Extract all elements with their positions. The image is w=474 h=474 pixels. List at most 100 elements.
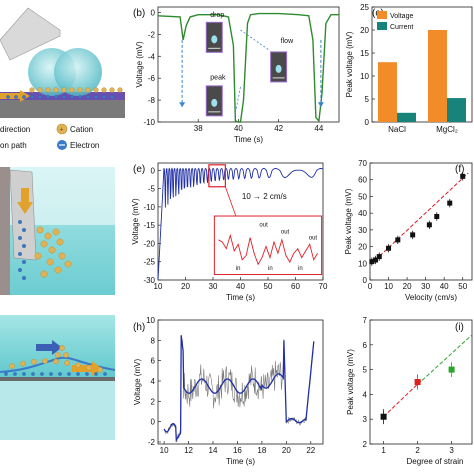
cation-icon	[77, 87, 83, 93]
wave-sheet	[0, 356, 116, 373]
bar-voltage-1	[428, 30, 447, 122]
bar-voltage-0	[378, 62, 397, 122]
x-tick-label: 22	[306, 446, 315, 455]
electron-icon	[6, 95, 10, 99]
inset-label-out-2: out	[309, 235, 318, 241]
legend-direction-text: direction	[0, 125, 30, 134]
electron-icon	[4, 372, 8, 376]
y-tick-label: 3	[363, 415, 368, 424]
electron-icon	[49, 372, 53, 376]
x-tick-label: 70	[319, 282, 328, 291]
x-tick-label: 50	[264, 282, 273, 291]
wave-arrowhead-right-icon	[92, 361, 102, 376]
electron-icon	[18, 219, 23, 224]
y-axis-label: Voltage (mV)	[135, 41, 144, 88]
y-tick-label: 10	[360, 72, 369, 81]
y-tick-label: 70	[358, 159, 367, 168]
y-tick-label: 0	[151, 418, 156, 427]
inset-label-in-4: in	[268, 266, 273, 272]
annotation-flow: flow	[281, 38, 294, 45]
electron-icon	[94, 372, 98, 376]
legend-path-text: on path	[0, 141, 27, 150]
x-tick-label: 10	[384, 282, 393, 291]
cation-icon	[40, 240, 48, 248]
y-tick-label: 6	[151, 357, 156, 366]
cation-icon	[42, 358, 48, 364]
guide-arrowhead-icon	[317, 102, 324, 108]
cation-icon	[54, 266, 62, 274]
data-point-1	[414, 379, 421, 385]
direction-arrow-icon	[0, 93, 20, 99]
cation-icon	[52, 228, 60, 236]
chart-i-strain-scatter: 1 2 3 2 3 4 5 6 7 Degree of strain Peak voltage (m…	[346, 316, 473, 466]
cation-icon	[86, 364, 92, 371]
panel-label-h: (h)	[133, 322, 145, 333]
cation-icon	[40, 270, 48, 278]
chart-b-voltage-time: 38 40 42 44 0 -2 -4 -6 -8 -10 Time (s) Voltage (mV)…	[135, 6, 340, 144]
y-axis-label: Voltage (mV)	[133, 359, 142, 406]
electron-icon	[86, 95, 90, 99]
electron-icon	[102, 95, 106, 99]
cation-icon	[55, 352, 61, 358]
voltage-trace-line	[157, 12, 339, 123]
inset-label-out-1: out	[281, 230, 290, 236]
x-axis-label: Time (s)	[234, 135, 263, 144]
electron-icon	[18, 235, 23, 240]
chart-f-velocity-scatter: 0 10 20 30 40 50 0 10 20 30 40 50 60 70 Velocity (cm/s…	[344, 159, 473, 302]
y-tick-label: 0	[151, 166, 156, 175]
cation-icon	[37, 87, 43, 93]
x-tick-label: 50	[458, 282, 467, 291]
chart-h-voltage-time: 10 12 14 16 18 20 22 -2 0 2 4 6 8 10 Time (s) Voltage (…	[133, 316, 324, 466]
annotation-peak: peak	[210, 74, 226, 81]
bar-current-0	[397, 112, 416, 122]
zoom-inset-frame	[213, 215, 323, 276]
data-point	[369, 259, 375, 265]
electron-icon	[22, 227, 27, 232]
y-tick-label: 8	[151, 336, 156, 345]
y-tick-label: 30	[358, 226, 367, 235]
x-tick-label: 14	[209, 446, 218, 455]
y-tick-label: -30	[143, 276, 155, 285]
substrate-top	[0, 100, 125, 118]
cation-icon	[29, 87, 35, 93]
category-label: NaCl	[388, 125, 406, 134]
droplet-right	[54, 48, 102, 96]
legend-label-0: Voltage	[390, 13, 413, 20]
panel-label-b: (b)	[133, 8, 145, 19]
data-point	[395, 237, 401, 243]
wave-arrow-right-icon	[72, 365, 92, 372]
cation-icon	[75, 362, 81, 369]
y-tick-label: -10	[143, 118, 155, 127]
panel-label-e: (e)	[133, 164, 145, 175]
y-tick-label: 4	[151, 377, 156, 386]
y-tick-label: -4	[148, 52, 156, 61]
y-tick-label: -20	[143, 239, 155, 248]
x-tick-label: 0	[368, 282, 373, 291]
x-tick-label: 30	[421, 282, 430, 291]
cation-icon	[64, 260, 72, 268]
x-axis-label: Time (s)	[226, 293, 255, 302]
x-axis-label: Time (s)	[226, 457, 255, 466]
y-tick-label: -15	[143, 221, 155, 230]
y-tick-label: 60	[358, 176, 367, 185]
cation-icon	[93, 87, 99, 93]
electron-icon	[85, 372, 89, 376]
y-tick-label: 40	[358, 209, 367, 218]
inset-label-in-5: in	[298, 266, 303, 272]
x-axis-label: Degree of strain	[407, 457, 464, 466]
chart-e-voltage-time: 10 20 30 40 50 60 70 0 -5 -10 -15 -20 -25 -30 Time (s)…	[131, 162, 328, 302]
legend-cation-text: Cation	[70, 125, 93, 134]
legend-swatch-1	[377, 22, 387, 30]
electron-icon	[76, 372, 80, 376]
electron-icon	[54, 95, 58, 99]
zoom-connector	[224, 186, 237, 217]
cation-plus-icon: +	[60, 127, 64, 134]
legend-swatch-0	[377, 11, 387, 19]
electron-icon	[22, 95, 26, 99]
cation-icon	[53, 87, 59, 93]
x-tick-label: 40	[236, 282, 245, 291]
cation-icon	[58, 252, 66, 260]
y-tick-label: 50	[358, 192, 367, 201]
y-tick-label: -6	[148, 74, 156, 83]
